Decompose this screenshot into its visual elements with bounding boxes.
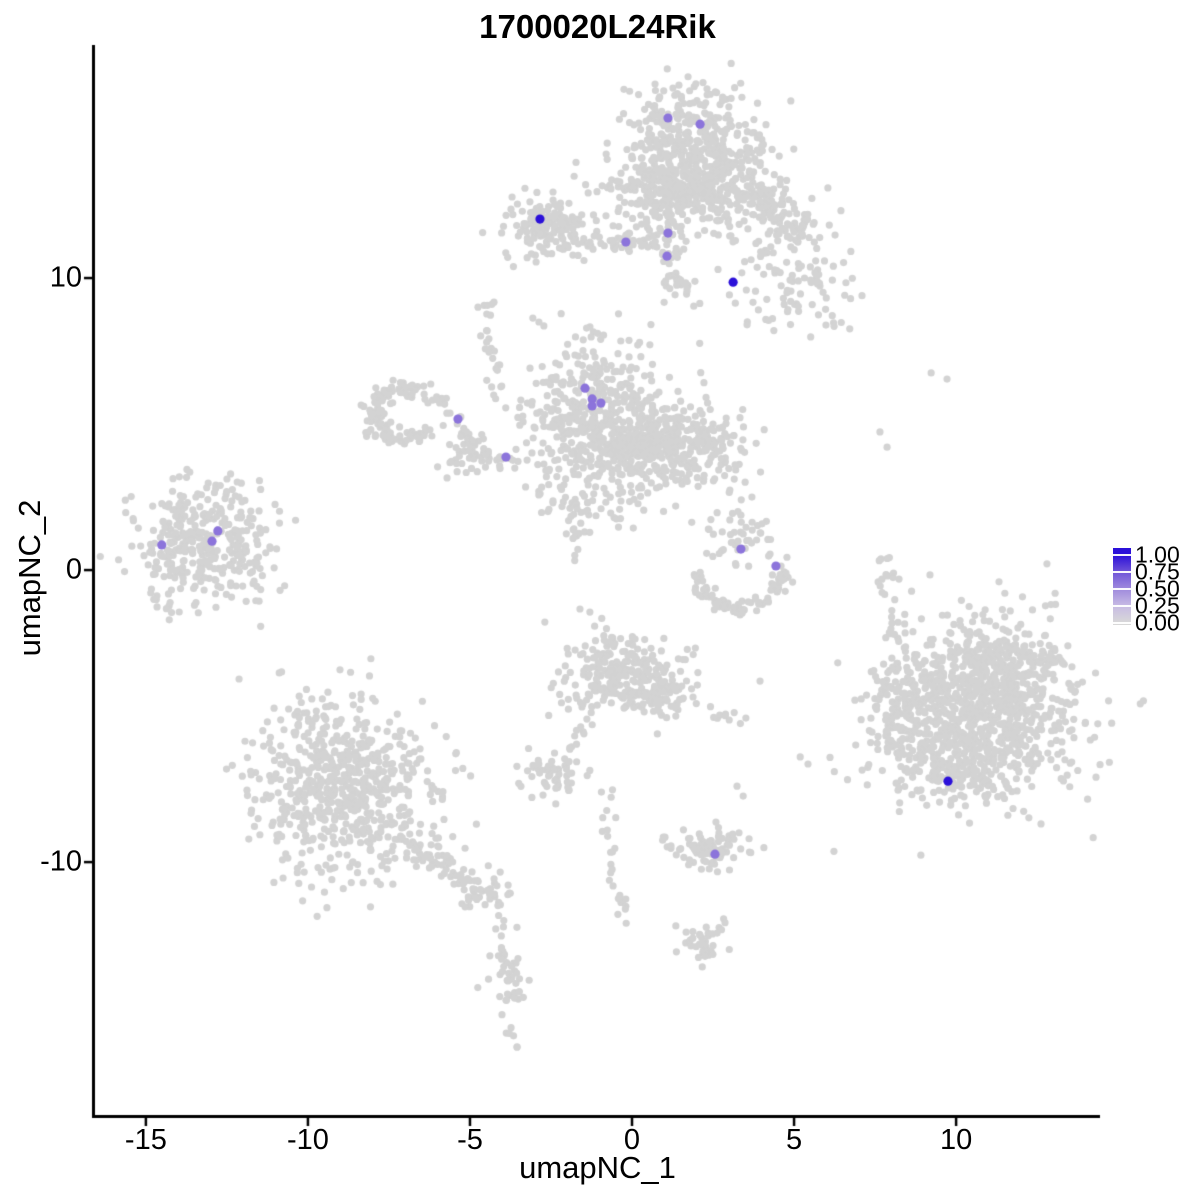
- legend-bar-tick: [1113, 553, 1131, 556]
- legend-tick-label: 0.25: [1135, 592, 1180, 619]
- x-tick-label: -5: [457, 1124, 483, 1156]
- y-axis-title: umapNC_2: [12, 499, 47, 657]
- legend-tick-label: 1.00: [1135, 541, 1180, 568]
- x-tick-label: -15: [124, 1124, 167, 1156]
- legend-tick-label: 0.75: [1135, 558, 1180, 585]
- x-tick-label: 5: [785, 1124, 803, 1156]
- legend-bar-tick: [1113, 587, 1131, 590]
- legend-tick-label: 0.50: [1135, 575, 1180, 602]
- legend-tick-label: 0.00: [1135, 609, 1180, 636]
- y-tick-label: -10: [40, 845, 82, 878]
- y-tick-label: 0: [65, 553, 82, 586]
- y-tick-label: 10: [49, 261, 82, 294]
- legend-gradient-bar: [1113, 548, 1131, 625]
- expression-colorbar-legend: 1.00 0.75 0.50 0.25 0.00: [1108, 540, 1200, 640]
- x-tick-label: -10: [286, 1124, 329, 1156]
- x-tick-label: 10: [939, 1124, 973, 1156]
- legend-bar-tick: [1113, 621, 1131, 624]
- x-tick-label: 0: [623, 1124, 641, 1156]
- legend-bar-tick: [1113, 604, 1131, 607]
- x-axis-title: umapNC_1: [519, 1150, 676, 1185]
- legend-bar-tick: [1113, 570, 1131, 573]
